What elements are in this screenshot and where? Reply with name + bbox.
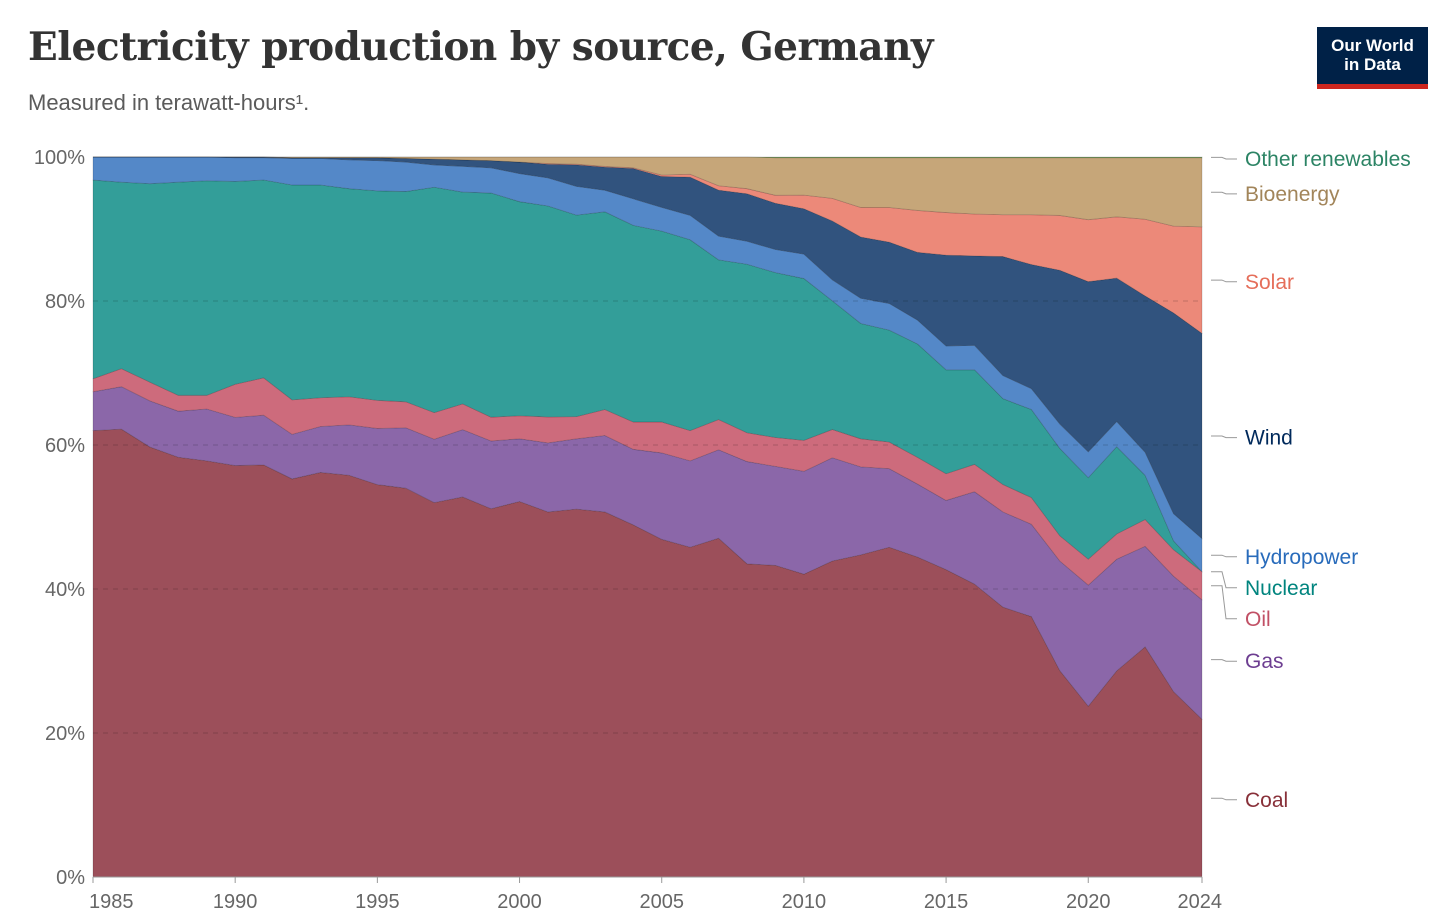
area-layer xyxy=(92,156,1203,878)
legend-connector xyxy=(1211,279,1237,283)
legend-connector xyxy=(1211,554,1237,558)
legend-label-hydropower[interactable]: Hydropower xyxy=(1245,546,1358,569)
legend-label-other-renewables[interactable]: Other renewables xyxy=(1245,148,1411,171)
logo-line-1: Our World xyxy=(1331,36,1414,55)
chart-subtitle: Measured in terawatt-hours¹. xyxy=(28,90,310,115)
area-wind[interactable] xyxy=(93,156,1203,540)
x-tick-label: 1995 xyxy=(355,891,400,913)
area-nuclear[interactable] xyxy=(92,179,1203,573)
legend-label-oil[interactable]: Oil xyxy=(1245,608,1271,631)
y-tick-label: 100% xyxy=(34,147,85,169)
legend-connector xyxy=(1211,659,1237,662)
x-axis: 1985 1990 1995 2000 2005 2010 2015 2020 2024 xyxy=(89,876,1223,913)
gridlines xyxy=(93,300,1202,734)
y-tick-label: 80% xyxy=(45,291,85,313)
legend-connector xyxy=(1211,585,1237,620)
x-tick-label: 2020 xyxy=(1066,891,1111,913)
area-solar[interactable] xyxy=(93,156,1203,335)
x-tick-label: 2024 xyxy=(1178,891,1223,913)
area-other-renewables[interactable] xyxy=(93,156,1203,159)
x-tick-label: 2015 xyxy=(924,891,969,913)
our-world-in-data-logo[interactable]: Our World in Data xyxy=(1317,27,1428,89)
logo-line-2: in Data xyxy=(1344,55,1401,74)
legend: Other renewables Bioenergy Solar Wind Hydrop… xyxy=(1211,148,1411,812)
legend-label-solar[interactable]: Solar xyxy=(1245,271,1294,294)
legend-label-coal[interactable]: Coal xyxy=(1245,789,1288,812)
x-tick-label: 2010 xyxy=(782,891,827,913)
area-gas[interactable] xyxy=(92,386,1203,721)
area-bioenergy[interactable] xyxy=(93,156,1203,228)
legend-connector xyxy=(1211,435,1237,439)
y-tick-label: 40% xyxy=(45,579,85,601)
x-tick-label: 2005 xyxy=(639,891,684,913)
legend-connector xyxy=(1211,797,1237,801)
y-tick-label: 0% xyxy=(56,867,85,889)
legend-connector xyxy=(1211,571,1237,589)
x-tick-label: 2000 xyxy=(497,891,542,913)
legend-connector xyxy=(1211,191,1237,195)
legend-label-gas[interactable]: Gas xyxy=(1245,650,1284,673)
legend-label-nuclear[interactable]: Nuclear xyxy=(1245,577,1317,600)
x-tick-label: 1990 xyxy=(213,891,258,913)
y-tick-label: 20% xyxy=(45,723,85,745)
legend-label-wind[interactable]: Wind xyxy=(1245,427,1293,450)
chart-title: Electricity production by source, German… xyxy=(28,24,934,70)
x-tick-label: 1985 xyxy=(89,891,134,913)
y-tick-label: 60% xyxy=(45,435,85,457)
legend-connector xyxy=(1211,156,1237,160)
legend-label-bioenergy[interactable]: Bioenergy xyxy=(1245,183,1340,206)
y-axis: 0% 20% 40% 60% 80% 100% xyxy=(34,147,85,889)
